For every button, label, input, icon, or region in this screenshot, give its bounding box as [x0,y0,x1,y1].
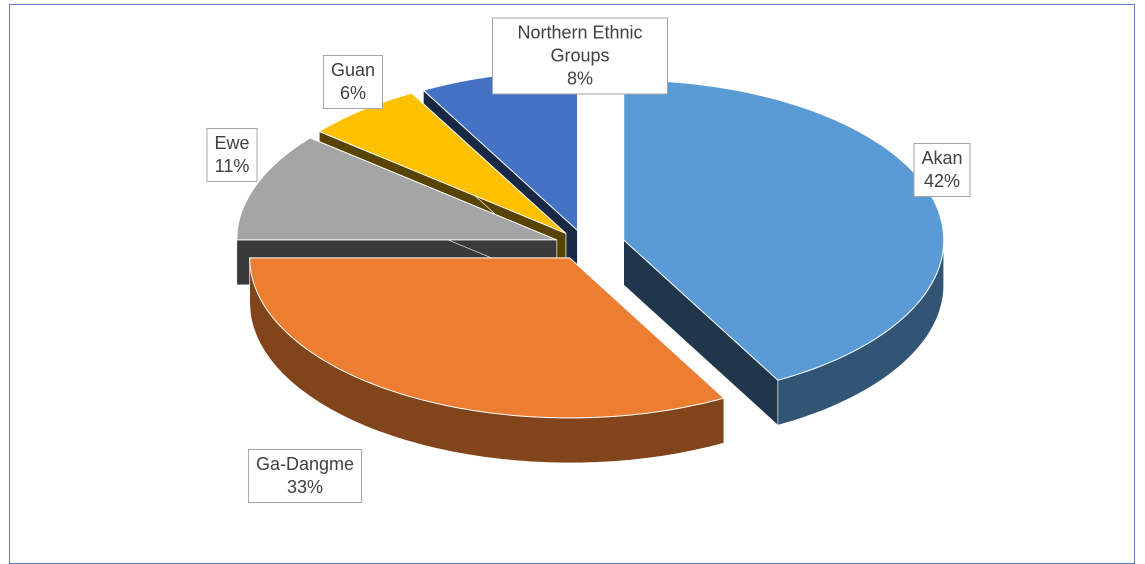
value-label: 42% [923,171,961,191]
chart [236,70,945,464]
category-label: Northern Ethnic Groups [517,22,643,66]
value-label: 8% [566,68,593,89]
slice-top [318,92,567,234]
data-label: Guan 6% [322,55,384,109]
slice-top [249,257,725,419]
data-label: Northern Ethnic Groups 8% [492,17,668,95]
category-label: Akan [921,148,963,168]
category-label: Ewe [214,133,250,153]
pie-slice [249,257,725,464]
slice-top [623,79,945,381]
category-label: Guan [330,60,376,80]
category-label: Ga-Dangme [255,454,355,474]
data-label: Ga-Dangme 33% [247,449,363,503]
value-label: 6% [339,83,367,103]
value-label: 33% [286,477,324,497]
pie-slice [623,79,945,426]
value-label: 11% [214,156,250,176]
slice-top [236,137,557,241]
data-label: Ewe 11% [206,128,258,182]
page: Akan 42% Ga-Dangme 33% Ewe 11% Guan 6% Northern … [9,4,1135,564]
data-label: Akan 42% [913,143,971,197]
